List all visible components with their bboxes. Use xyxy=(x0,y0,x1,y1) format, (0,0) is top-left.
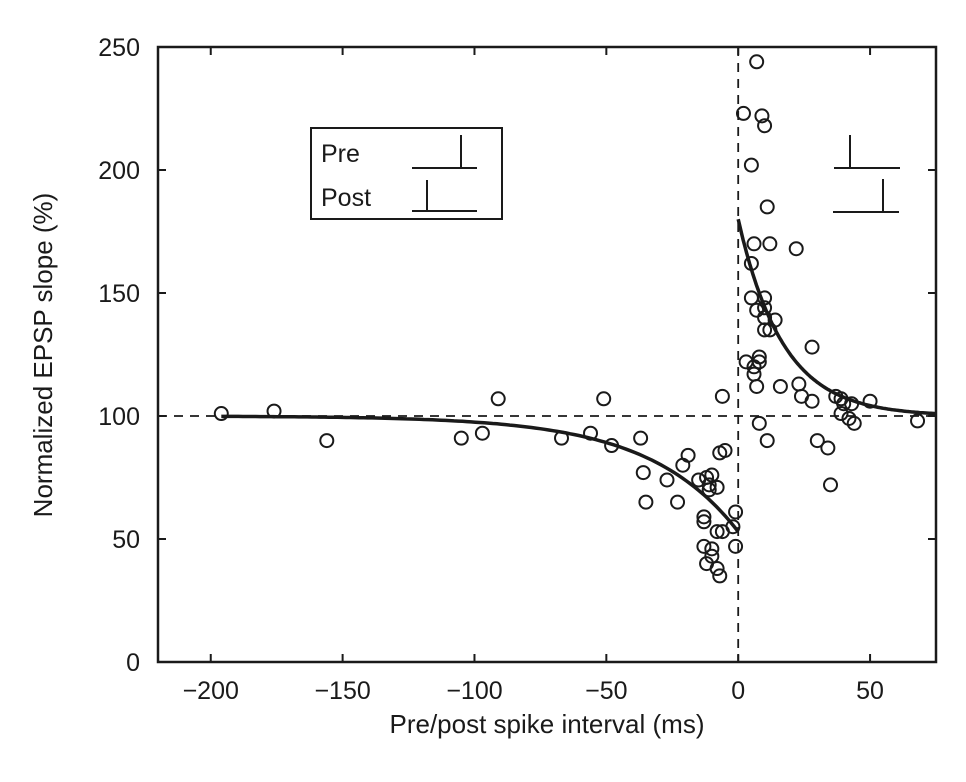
data-point xyxy=(809,433,825,449)
y-tick-label: 150 xyxy=(98,280,140,308)
x-tick-label: 50 xyxy=(856,677,884,705)
data-point xyxy=(751,354,767,370)
legend-symbol-post xyxy=(412,180,477,212)
data-point xyxy=(696,514,712,530)
data-point xyxy=(804,393,820,409)
x-tick-label: 0 xyxy=(731,677,745,705)
data-point xyxy=(696,509,712,525)
reference-lines xyxy=(158,47,936,662)
data-point xyxy=(704,467,720,483)
data-point xyxy=(554,430,570,446)
data-point xyxy=(772,378,788,394)
legend: Pre Post xyxy=(310,127,503,220)
data-point xyxy=(759,199,775,215)
data-point xyxy=(844,396,860,412)
data-point xyxy=(862,393,878,409)
data-point xyxy=(836,396,852,412)
data-point xyxy=(823,477,839,493)
y-tick-label: 250 xyxy=(98,34,140,62)
legend-label-post: Post xyxy=(321,184,371,212)
data-point xyxy=(841,410,857,426)
y-tick-label: 100 xyxy=(98,403,140,431)
x-tick-label: −100 xyxy=(446,677,502,705)
data-point xyxy=(490,391,506,407)
data-point xyxy=(746,359,762,375)
data-point xyxy=(788,241,804,257)
data-point xyxy=(749,378,765,394)
y-tick-label: 50 xyxy=(112,526,140,554)
data-point xyxy=(709,524,725,540)
x-axis-label: Pre/post spike interval (ms) xyxy=(390,709,705,739)
data-point xyxy=(635,465,651,481)
data-point xyxy=(583,425,599,441)
data-point xyxy=(735,105,751,121)
data-point xyxy=(696,538,712,554)
data-point xyxy=(596,391,612,407)
x-axis-ticks: −200 −150 −100 −50 0 50 xyxy=(183,47,884,705)
spike-order-annotation xyxy=(833,135,900,213)
data-point xyxy=(638,494,654,510)
data-point xyxy=(701,482,717,498)
legend-symbol-pre xyxy=(412,135,477,169)
data-point xyxy=(704,541,720,557)
depression-fit-curve xyxy=(221,414,740,533)
data-point xyxy=(804,339,820,355)
data-point xyxy=(670,494,686,510)
data-point xyxy=(757,300,773,316)
data-point xyxy=(749,54,765,70)
data-point xyxy=(728,538,744,554)
data-point xyxy=(820,440,836,456)
data-point xyxy=(759,433,775,449)
data-point xyxy=(680,447,696,463)
data-point xyxy=(762,322,778,338)
x-tick-label: −50 xyxy=(585,677,627,705)
data-point xyxy=(266,403,282,419)
y-tick-label: 200 xyxy=(98,157,140,185)
data-point xyxy=(709,479,725,495)
data-point xyxy=(743,290,759,306)
data-point xyxy=(712,568,728,584)
data-point xyxy=(846,415,862,431)
data-point xyxy=(633,430,649,446)
data-point xyxy=(709,561,725,577)
data-point xyxy=(910,413,926,429)
data-point xyxy=(757,322,773,338)
data-point xyxy=(751,415,767,431)
data-point xyxy=(754,108,770,124)
data-point xyxy=(743,157,759,173)
data-points xyxy=(213,54,926,584)
y-axis-ticks: 0 50 100 150 200 250 xyxy=(98,34,936,677)
data-point xyxy=(213,406,229,422)
data-point xyxy=(728,504,744,520)
data-point xyxy=(717,442,733,458)
data-point xyxy=(474,425,490,441)
data-point xyxy=(762,236,778,252)
data-point xyxy=(791,376,807,392)
data-point xyxy=(757,118,773,134)
data-point xyxy=(319,433,335,449)
data-point xyxy=(704,548,720,564)
data-point xyxy=(743,255,759,271)
x-tick-label: −150 xyxy=(314,677,370,705)
data-point xyxy=(757,290,773,306)
data-point xyxy=(714,388,730,404)
data-point xyxy=(453,430,469,446)
legend-label-pre: Pre xyxy=(321,140,360,168)
data-point xyxy=(701,477,717,493)
fit-curves xyxy=(221,218,937,533)
data-point xyxy=(833,406,849,422)
x-tick-label: −200 xyxy=(183,677,239,705)
data-point xyxy=(725,519,741,535)
data-point xyxy=(604,438,620,454)
data-point xyxy=(749,302,765,318)
data-point xyxy=(659,472,675,488)
y-tick-label: 0 xyxy=(126,649,140,677)
potentiation-fit-curve xyxy=(736,218,937,416)
plot-frame xyxy=(156,45,938,664)
y-axis-label: Normalized EPSP slope (%) xyxy=(28,193,58,518)
data-point xyxy=(746,236,762,252)
legend-box xyxy=(310,127,503,220)
